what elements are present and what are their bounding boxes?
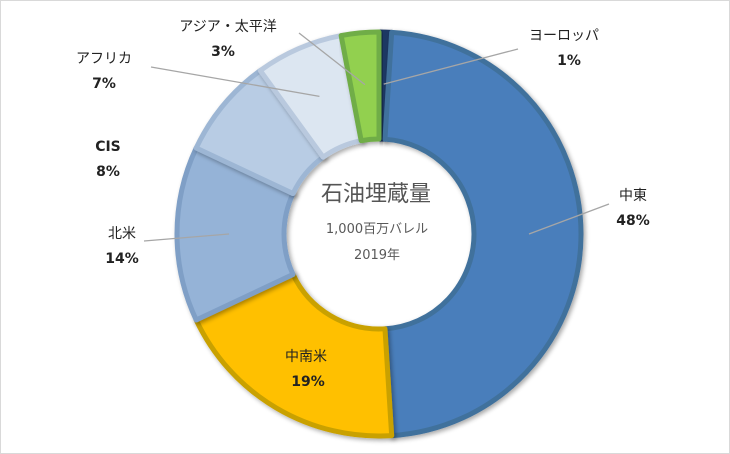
chart-subtitle-year: 2019年 bbox=[354, 248, 400, 263]
label-asia-pacific-name: アジア・太平洋 bbox=[179, 19, 276, 35]
label-latin-america-value: 19% bbox=[291, 374, 325, 390]
label-cis-value: 8% bbox=[96, 164, 120, 180]
leader-line-africa bbox=[150, 66, 320, 97]
leader-line-middle-east bbox=[528, 203, 610, 235]
chart-subtitle-unit: 1,000百万バレル bbox=[326, 222, 428, 237]
slice-middle-east bbox=[382, 29, 584, 439]
donut-slices bbox=[174, 29, 584, 439]
label-north-america-value: 14% bbox=[105, 251, 139, 267]
label-asia-pacific-value: 3% bbox=[211, 44, 235, 60]
label-africa-value: 7% bbox=[92, 76, 116, 92]
slice-north-america bbox=[174, 145, 296, 323]
label-middle-east-value: 48% bbox=[616, 213, 650, 229]
label-cis-name: CIS bbox=[95, 139, 121, 155]
slice-latin-america bbox=[193, 271, 395, 439]
label-north-america-name: 北米 bbox=[108, 226, 136, 242]
chart-title: 石油埋蔵量 bbox=[321, 182, 431, 207]
label-middle-east-name: 中東 bbox=[619, 188, 647, 204]
leader-line-europe bbox=[383, 48, 519, 85]
leader-line-north-america bbox=[143, 233, 230, 242]
label-africa-name: アフリカ bbox=[76, 51, 132, 67]
leader-line-asia-pacific bbox=[298, 32, 366, 86]
label-europe-value: 1% bbox=[557, 53, 581, 69]
label-europe-name: ヨーロッパ bbox=[529, 28, 599, 44]
leader-lines bbox=[143, 32, 610, 242]
slice-asia-pacific bbox=[338, 29, 382, 144]
label-latin-america-name: 中南米 bbox=[285, 349, 327, 365]
